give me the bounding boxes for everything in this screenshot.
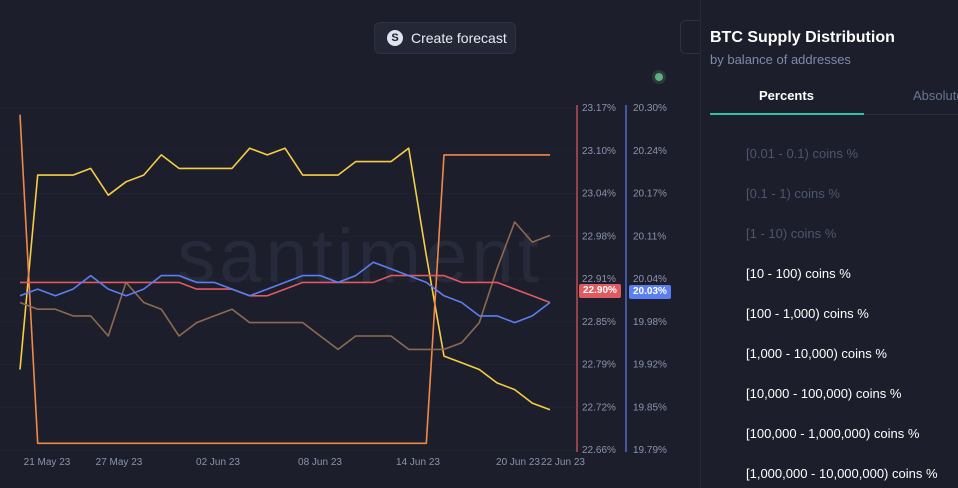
create-forecast-label: Create forecast [411, 30, 507, 46]
x-axis-tick-label: 02 Jun 23 [196, 457, 240, 468]
watermark: santiment [177, 214, 543, 299]
left-axis-tick-label: 22.79% [582, 360, 616, 371]
left-axis-value-badge: 22.90% [579, 284, 621, 298]
metrics-sidebar: BTC Supply Distribution by balance of ad… [700, 0, 958, 488]
tab-absolute[interactable]: Absolute [913, 88, 958, 103]
sidebar-subtitle: by balance of addresses [710, 52, 851, 67]
x-axis-tick-label: 21 May 23 [24, 457, 71, 468]
right-axis-tick-label: 20.30% [633, 103, 667, 114]
series-line-1[interactable] [19, 114, 550, 445]
right-axis-tick-label: 20.17% [633, 189, 667, 200]
left-axis-tick-label: 23.04% [582, 189, 616, 200]
metric-item[interactable]: [0.01 - 0.1) coins % [746, 146, 858, 161]
series-line-2[interactable] [19, 221, 551, 351]
metric-item[interactable]: [1,000,000 - 10,000,000) coins % [746, 466, 938, 481]
line-chart[interactable]: santiment 23.17% 23.10% 23.04% 22.98% 22.91%… [0, 0, 700, 488]
metric-item[interactable]: [0.1 - 1) coins % [746, 186, 840, 201]
x-axis-tick-label: 08 Jun 23 [298, 457, 342, 468]
left-axis-tick-label: 22.72% [582, 402, 616, 413]
active-tab-indicator [710, 113, 864, 115]
right-axis-value-badge: 20.03% [629, 285, 671, 299]
tab-divider [864, 114, 958, 115]
right-axis-tick-label: 20.04% [633, 274, 667, 285]
live-status-icon [652, 70, 666, 84]
right-axis-tick-label: 20.11% [633, 231, 666, 242]
right-axis-tick-label: 20.24% [633, 146, 667, 157]
santiment-logo-icon: S [387, 30, 403, 46]
x-axis-tick-label: 22 Jun 23 [541, 457, 585, 468]
metric-item[interactable]: [10 - 100) coins % [746, 266, 851, 281]
x-axis-tick-label: 20 Jun 23 [496, 457, 540, 468]
left-axis-tick-label: 22.85% [582, 317, 616, 328]
left-axis-tick-label: 22.91% [582, 274, 616, 285]
left-axis-tick-label: 22.66% [582, 445, 616, 456]
series-line-3[interactable] [20, 274, 551, 304]
left-axis-tick-label: 22.98% [582, 231, 616, 242]
x-axis-tick-label: 27 May 23 [96, 457, 143, 468]
right-axis-tick-label: 19.98% [633, 317, 667, 328]
right-axis-tick-label: 19.92% [633, 360, 667, 371]
right-axis-tick-label: 19.85% [633, 402, 667, 413]
metric-item[interactable]: [100 - 1,000) coins % [746, 306, 869, 321]
metric-item[interactable]: [1,000 - 10,000) coins % [746, 346, 887, 361]
tab-percents[interactable]: Percents [759, 88, 814, 103]
left-axis-tick-label: 23.17% [582, 103, 616, 114]
metric-item[interactable]: [100,000 - 1,000,000) coins % [746, 426, 920, 441]
metric-item[interactable]: [10,000 - 100,000) coins % [746, 386, 902, 401]
toolbar-edge [680, 20, 705, 54]
chart-panel[interactable]: santiment 23.17% 23.10% 23.04% 22.98% 22.91%… [0, 0, 700, 488]
series-line-0[interactable] [19, 147, 551, 411]
metric-item[interactable]: [1 - 10) coins % [746, 226, 837, 241]
series-line-4[interactable] [19, 261, 551, 324]
x-axis-tick-label: 14 Jun 23 [396, 457, 440, 468]
left-axis-tick-label: 23.10% [582, 146, 616, 157]
sidebar-title: BTC Supply Distribution [710, 29, 895, 46]
create-forecast-button[interactable]: S Create forecast [374, 22, 516, 54]
right-axis-tick-label: 19.79% [633, 445, 667, 456]
